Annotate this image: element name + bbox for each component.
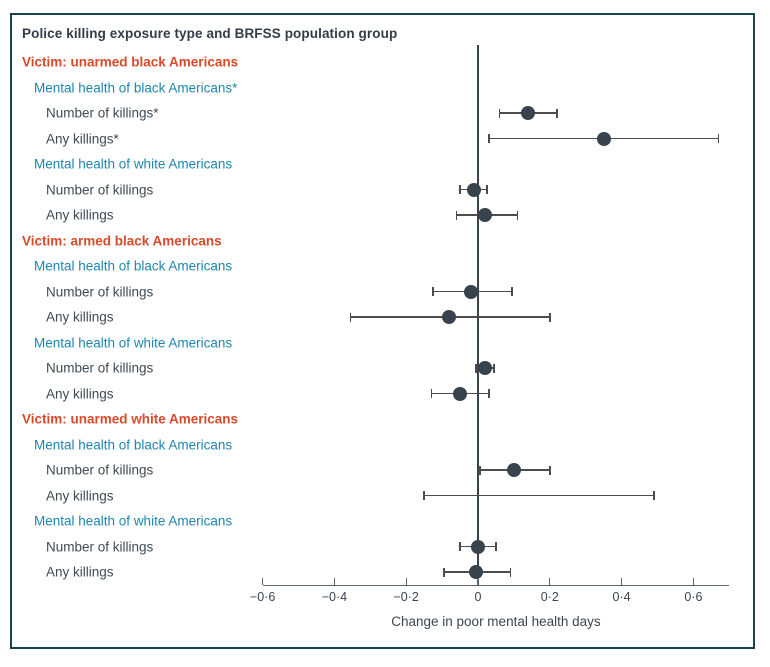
point-estimate <box>506 463 521 477</box>
exposure-label: Any killings <box>46 207 114 223</box>
exposure-label: Number of killings <box>46 360 154 376</box>
population-label: Mental health of black Americans <box>34 437 233 452</box>
ci-cap-right <box>549 312 551 322</box>
exposure-label: Any killings <box>46 386 114 401</box>
ci-cap-left <box>488 134 490 143</box>
x-axis-tick-label: −0·2 <box>393 589 419 604</box>
x-axis-tick <box>620 577 623 585</box>
ci-cap-left <box>430 389 433 398</box>
exposure-label: Number of killings <box>46 462 154 478</box>
victim-group-label: Victim: unarmed white Americans <box>22 411 239 427</box>
exposure-label: Number of killings* <box>46 105 159 121</box>
zero-reference-line <box>477 45 479 585</box>
ci-cap-right <box>556 108 558 118</box>
x-axis-tick-label: −0·6 <box>249 589 276 604</box>
ci-cap-right <box>488 389 490 398</box>
ci-cap-left <box>498 108 501 118</box>
x-axis-tick <box>549 577 551 585</box>
ci-cap-left <box>455 210 458 220</box>
x-axis-tick <box>477 577 479 585</box>
ci-cap-left <box>423 491 425 500</box>
population-label: Mental health of white Americans <box>34 513 233 529</box>
ci-cap-left <box>475 363 477 373</box>
x-axis-tick <box>261 577 264 585</box>
population-label: Mental health of white Americans <box>34 156 233 172</box>
exposure-label: Number of killings <box>46 284 154 299</box>
x-axis-title: Change in poor mental health days <box>391 613 601 629</box>
population-label: Mental health of black Americans <box>34 258 233 274</box>
point-estimate <box>478 208 493 222</box>
ci-cap-right <box>509 567 512 577</box>
ci-cap-left <box>349 312 352 322</box>
victim-group-label: Victim: unarmed black Americans <box>22 54 239 70</box>
ci-cap-left <box>459 542 461 551</box>
point-estimate <box>463 284 478 299</box>
population-label: Mental health of white Americans <box>34 335 233 350</box>
ci-cap-right <box>486 185 488 194</box>
exposure-label: Any killings <box>46 309 114 325</box>
ci-cap-right <box>495 542 497 551</box>
ci-cap-right <box>516 210 519 220</box>
x-axis-tick-label: 0 <box>474 589 482 604</box>
exposure-label: Any killings <box>46 488 114 503</box>
point-estimate <box>453 386 468 401</box>
ci-cap-right <box>653 491 655 500</box>
x-axis-tick <box>405 577 407 585</box>
point-estimate <box>442 310 457 324</box>
ci-cap-right <box>511 287 513 296</box>
ci-cap-left <box>459 185 461 194</box>
x-axis-line <box>262 584 730 586</box>
victim-group-label: Victim: armed black Americans <box>22 233 222 248</box>
exposure-label: Any killings* <box>46 131 119 146</box>
ci-cap-left <box>479 465 481 475</box>
point-estimate <box>521 106 536 120</box>
ci-line <box>424 494 654 497</box>
population-label: Mental health of black Americans* <box>34 80 238 95</box>
exposure-label: Any killings <box>46 564 114 580</box>
ci-cap-right <box>549 465 551 475</box>
point-estimate <box>467 182 482 197</box>
exposure-label: Number of killings <box>46 539 154 554</box>
point-estimate <box>469 565 484 579</box>
figure-title: Police killing exposure type and BRFSS p… <box>22 26 398 41</box>
x-axis-tick-label: 0·4 <box>612 589 631 604</box>
point-estimate <box>471 539 485 554</box>
point-estimate <box>478 361 493 375</box>
x-axis-tick-label: −0·4 <box>321 589 348 604</box>
ci-cap-left <box>443 567 445 577</box>
figure-border <box>10 13 755 649</box>
exposure-label: Number of killings <box>46 182 154 197</box>
ci-cap-right <box>493 363 495 373</box>
x-axis-tick-label: 0·2 <box>540 589 559 604</box>
x-axis-tick <box>333 577 336 585</box>
x-axis-tick <box>692 577 695 585</box>
x-axis-tick-label: 0·6 <box>684 589 703 604</box>
point-estimate <box>596 131 611 146</box>
ci-cap-right <box>717 134 720 143</box>
ci-cap-left <box>432 287 434 296</box>
